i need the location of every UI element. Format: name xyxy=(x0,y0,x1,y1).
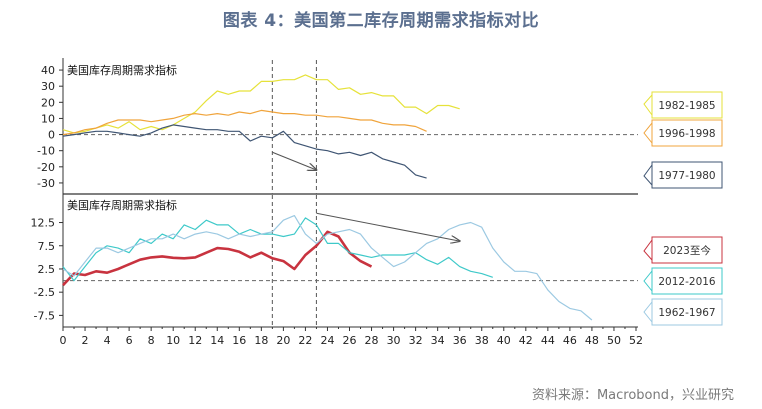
y-tick-label: 40 xyxy=(41,64,55,77)
x-tick-label: 12 xyxy=(188,334,202,347)
legend-label: 1996-1998 xyxy=(658,128,715,140)
y-tick-label: -2.5 xyxy=(34,286,55,299)
series-line-1996-1998 xyxy=(62,109,427,136)
annotation-arrow xyxy=(272,151,316,170)
x-tick-label: 40 xyxy=(497,334,511,347)
x-tick-label: 34 xyxy=(431,334,445,347)
x-tick-label: 10 xyxy=(166,334,180,347)
y-tick-label: 2.5 xyxy=(38,263,56,276)
legend-box xyxy=(651,236,723,264)
legend-box xyxy=(651,119,723,147)
x-tick-label: 52 xyxy=(629,334,643,347)
x-tick-label: 38 xyxy=(475,334,489,347)
x-tick-label: 14 xyxy=(210,334,224,347)
legend-pointer xyxy=(643,94,653,116)
legend-pointer xyxy=(643,301,653,323)
panel-label-top: 美国库存周期需求指标 xyxy=(67,63,177,77)
legend-label: 1962-1967 xyxy=(658,307,715,319)
x-tick-label: 4 xyxy=(104,334,111,347)
y-tick-label: 30 xyxy=(41,80,55,93)
legend-label: 1982-1985 xyxy=(658,100,715,112)
panel-bottom: 12.5 7.5 2.5 -2.5 -7.5 美国库存周期需求指标 2023至今 2012-2… xyxy=(31,195,723,327)
x-tick-label: 46 xyxy=(563,334,577,347)
y-tick-label: 0 xyxy=(48,129,55,142)
x-tick-label: 26 xyxy=(343,334,357,347)
x-tick-label: 44 xyxy=(541,334,555,347)
x-tick-label: 24 xyxy=(320,334,334,347)
y-tick-label: -20 xyxy=(37,161,55,174)
legend-box xyxy=(651,161,723,189)
legend-box xyxy=(651,267,723,295)
x-tick-label: 6 xyxy=(126,334,133,347)
series-line-1977-1980 xyxy=(62,124,427,179)
y-tick-label: 7.5 xyxy=(38,240,56,253)
x-tick-label: 36 xyxy=(453,334,467,347)
x-tick-label: 8 xyxy=(148,334,155,347)
y-tick-label: -30 xyxy=(37,177,55,190)
x-tick-label: 32 xyxy=(409,334,423,347)
legend-label: 2023至今 xyxy=(663,244,711,257)
panel-label-bottom: 美国库存周期需求指标 xyxy=(67,198,177,212)
x-tick-label: 30 xyxy=(387,334,401,347)
legend-pointer xyxy=(643,239,653,261)
y-tick-label: 10 xyxy=(41,112,55,125)
x-tick-label: 48 xyxy=(585,334,599,347)
figure-title: 图表 4：美国第二库存周期需求指标对比 xyxy=(222,11,540,31)
x-tick-label: 20 xyxy=(276,334,290,347)
legend-pointer xyxy=(643,122,653,144)
x-tick-label: 16 xyxy=(232,334,246,347)
x-tick-label: 18 xyxy=(254,334,268,347)
y-tick-label: 12.5 xyxy=(31,217,56,230)
x-tick-label: 42 xyxy=(519,334,533,347)
legend-box xyxy=(651,298,723,326)
legend-pointer xyxy=(643,270,653,292)
source-note: 资料来源：Macrobond，兴业研究 xyxy=(531,388,734,403)
x-tick-label: 22 xyxy=(298,334,312,347)
y-tick-label: -10 xyxy=(37,145,55,158)
annotation-arrow xyxy=(316,212,459,241)
legend-label: 2012-2016 xyxy=(658,276,716,288)
x-tick-label: 28 xyxy=(365,334,379,347)
x-tick-label: 50 xyxy=(607,334,621,347)
x-tick-label: 0 xyxy=(60,334,67,347)
y-tick-label: -7.5 xyxy=(34,309,55,322)
series-line-1982-1985 xyxy=(62,74,460,134)
legend-label: 1977-1980 xyxy=(658,170,715,182)
y-tick-label: 20 xyxy=(41,96,55,109)
panel-top: 40 30 20 10 0 -10 -20 -30 美国库存周期需求指标 1982-1985 199… xyxy=(37,60,723,194)
legend-pointer xyxy=(643,164,653,186)
legend-box xyxy=(651,91,723,119)
x-tick-label: 2 xyxy=(82,334,89,347)
